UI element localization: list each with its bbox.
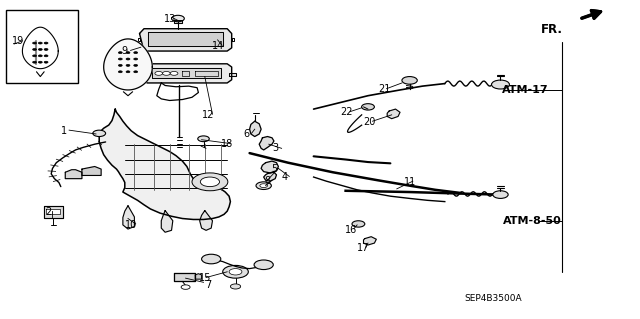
Polygon shape (259, 137, 274, 150)
Polygon shape (261, 161, 278, 173)
Circle shape (134, 64, 138, 66)
Text: ATM-8-50: ATM-8-50 (503, 216, 562, 226)
Polygon shape (229, 73, 236, 76)
Text: 13: 13 (163, 14, 176, 24)
Polygon shape (44, 206, 63, 218)
Polygon shape (161, 211, 173, 232)
Circle shape (134, 71, 138, 73)
Circle shape (202, 254, 221, 264)
Text: 15: 15 (198, 273, 211, 283)
Circle shape (170, 71, 178, 75)
Circle shape (93, 130, 106, 137)
Polygon shape (364, 237, 376, 245)
Bar (6, 10, 78, 83)
Polygon shape (123, 206, 134, 229)
Circle shape (118, 64, 122, 66)
Text: 22: 22 (340, 107, 353, 117)
Polygon shape (104, 39, 152, 90)
Circle shape (172, 15, 184, 22)
Circle shape (230, 284, 241, 289)
Text: 19: 19 (12, 36, 24, 47)
Text: 14: 14 (211, 41, 224, 51)
Text: FR.: FR. (541, 23, 563, 36)
Text: 8: 8 (264, 176, 271, 186)
Circle shape (33, 55, 36, 57)
Circle shape (402, 77, 417, 84)
Text: 17: 17 (356, 243, 369, 253)
Polygon shape (65, 170, 82, 179)
Polygon shape (46, 209, 60, 214)
Circle shape (44, 48, 48, 50)
Circle shape (118, 52, 122, 54)
Circle shape (493, 191, 508, 198)
Polygon shape (174, 273, 195, 281)
Circle shape (38, 55, 42, 57)
Text: SEP4B3500A: SEP4B3500A (464, 294, 522, 303)
Circle shape (198, 136, 209, 142)
Circle shape (118, 58, 122, 60)
Text: 1: 1 (61, 126, 67, 136)
Text: 7: 7 (205, 279, 211, 290)
Polygon shape (250, 121, 261, 137)
Circle shape (33, 61, 36, 63)
Polygon shape (200, 211, 212, 230)
Circle shape (44, 42, 48, 44)
Text: 16: 16 (344, 225, 357, 235)
Circle shape (492, 80, 509, 89)
Circle shape (134, 58, 138, 60)
Circle shape (44, 55, 48, 57)
Polygon shape (148, 32, 223, 46)
Polygon shape (142, 64, 232, 83)
Polygon shape (195, 274, 202, 279)
Text: 11: 11 (403, 177, 416, 187)
Text: 20: 20 (364, 117, 376, 127)
Circle shape (260, 184, 268, 188)
Circle shape (44, 61, 48, 63)
Circle shape (38, 48, 42, 50)
Circle shape (192, 173, 228, 191)
Text: 9: 9 (122, 46, 128, 56)
Text: 21: 21 (378, 84, 390, 94)
Circle shape (200, 177, 220, 187)
Circle shape (33, 42, 36, 44)
Circle shape (134, 52, 138, 54)
Circle shape (229, 269, 242, 275)
Text: 2: 2 (45, 207, 51, 217)
Circle shape (352, 221, 365, 227)
Polygon shape (264, 172, 276, 181)
Polygon shape (138, 74, 141, 77)
Text: 3: 3 (272, 143, 278, 153)
Circle shape (126, 58, 130, 60)
Circle shape (118, 71, 122, 73)
Polygon shape (152, 68, 221, 78)
Circle shape (163, 71, 170, 75)
Polygon shape (140, 29, 232, 51)
Circle shape (126, 71, 130, 73)
Circle shape (38, 42, 42, 44)
Circle shape (33, 48, 36, 50)
Text: 6: 6 (243, 129, 250, 139)
Circle shape (38, 61, 42, 63)
Polygon shape (387, 109, 400, 119)
Circle shape (362, 104, 374, 110)
Text: 18: 18 (221, 139, 234, 149)
Text: 5: 5 (271, 164, 277, 174)
Circle shape (181, 285, 190, 289)
Polygon shape (99, 109, 230, 219)
Text: 12: 12 (202, 110, 214, 120)
Circle shape (223, 265, 248, 278)
Text: ATM-17: ATM-17 (502, 85, 548, 95)
Text: 4: 4 (282, 172, 288, 182)
Circle shape (256, 182, 271, 189)
Circle shape (126, 52, 130, 54)
Circle shape (155, 71, 163, 75)
Polygon shape (82, 167, 101, 175)
Text: 10: 10 (125, 220, 138, 230)
Polygon shape (174, 20, 182, 23)
Circle shape (126, 64, 130, 66)
Circle shape (254, 260, 273, 270)
